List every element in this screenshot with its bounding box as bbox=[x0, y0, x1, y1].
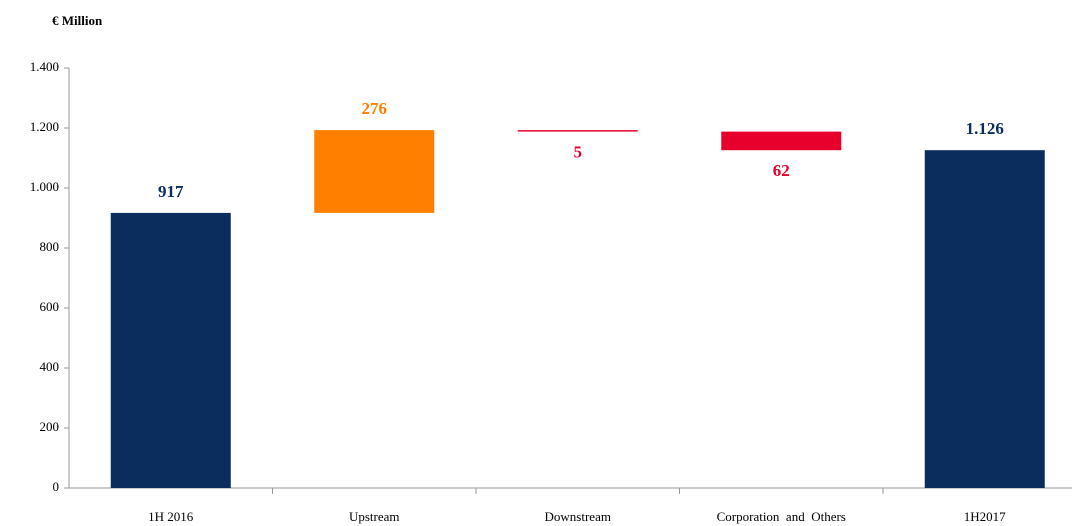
bar bbox=[924, 150, 1045, 488]
y-tick-label: 600 bbox=[40, 299, 60, 314]
bar bbox=[110, 212, 231, 488]
x-tick-label: Upstream bbox=[349, 509, 400, 524]
y-tick-label: 800 bbox=[40, 239, 60, 254]
axis-unit-label: € Million bbox=[52, 13, 103, 28]
x-tick-label: 1H2017 bbox=[964, 509, 1006, 524]
x-tick-label: 1H 2016 bbox=[148, 509, 194, 524]
data-label: 917 bbox=[158, 182, 184, 201]
bar bbox=[314, 130, 435, 213]
y-tick-label: 200 bbox=[40, 419, 60, 434]
data-label: 5 bbox=[574, 143, 583, 162]
data-label: 62 bbox=[773, 161, 790, 180]
y-tick-label: 1.200 bbox=[30, 119, 59, 134]
bar bbox=[721, 131, 842, 151]
bar bbox=[517, 130, 638, 132]
x-tick-label: Corporation and Others bbox=[717, 509, 846, 524]
y-tick-label: 1.000 bbox=[30, 179, 59, 194]
y-tick-label: 1.400 bbox=[30, 59, 59, 74]
y-tick-label: 0 bbox=[53, 479, 60, 494]
data-label: 276 bbox=[362, 99, 388, 118]
data-label: 1.126 bbox=[966, 119, 1004, 138]
x-tick-label: Downstream bbox=[545, 509, 611, 524]
y-tick-label: 400 bbox=[40, 359, 60, 374]
